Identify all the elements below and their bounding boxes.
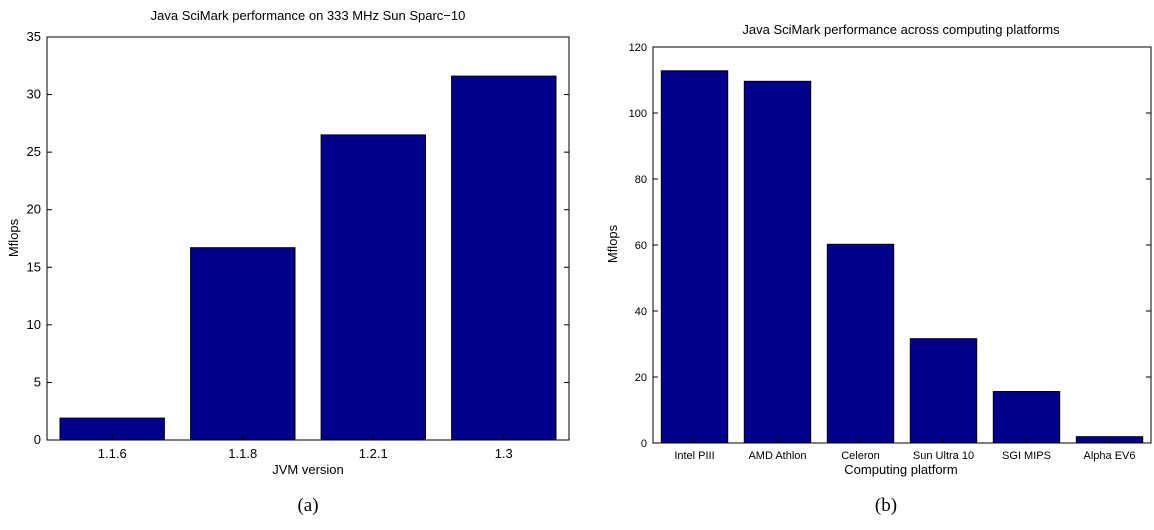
x-axis-label-a: JVM version (272, 462, 344, 477)
x-axis-label-b: Computing platform (844, 462, 957, 477)
y-axis-label-b: Mflops (605, 224, 620, 263)
chart-panel-b: Java SciMark performance across computin… (605, 22, 1152, 516)
x-tick-label-b-2: Celeron (841, 450, 880, 462)
panel-caption-b: (b) (875, 495, 897, 516)
y-ticks-a: 0 5 10 15 20 25 30 35 (27, 29, 569, 447)
y-tick-label-a-5: 25 (27, 144, 41, 159)
y-tick-label-b-6: 120 (629, 42, 647, 54)
bar-a-3 (451, 75, 557, 441)
y-tick-label-a-2: 10 (27, 317, 41, 332)
bar-b-3 (909, 338, 978, 444)
x-tick-label-b-5: Alpha EV6 (1084, 450, 1136, 462)
x-tick-label-a-0: 1.1.6 (98, 446, 127, 461)
bar-b-0 (660, 70, 729, 444)
chart-title-a: Java SciMark performance on 333 MHz Sun … (151, 8, 466, 23)
x-tick-label-a-2: 1.2.1 (359, 446, 388, 461)
y-tick-label-b-3: 60 (635, 240, 647, 252)
bar-a-1 (190, 247, 296, 441)
y-tick-label-a-4: 20 (27, 202, 41, 217)
y-tick-label-b-1: 20 (635, 372, 647, 384)
y-tick-label-b-0: 0 (641, 438, 647, 450)
bar-group-b (660, 70, 1144, 444)
bar-b-4 (992, 391, 1061, 444)
x-tick-label-b-0: Intel PIII (674, 450, 714, 462)
y-tick-label-a-1: 5 (34, 374, 41, 389)
x-tick-label-b-4: SGI MIPS (1002, 450, 1051, 462)
plot-area-b (652, 46, 1152, 444)
x-tick-label-b-3: Sun Ultra 10 (913, 450, 974, 462)
x-tick-label-b-1: AMD Athlon (748, 450, 806, 462)
bar-group-a (59, 75, 557, 441)
y-tick-label-b-2: 40 (635, 306, 647, 318)
x-tick-label-a-3: 1.3 (495, 446, 513, 461)
y-tick-label-a-7: 35 (27, 29, 41, 44)
x-ticks-b: Intel PIII AMD Athlon Celeron Sun Ultra 10 S… (674, 438, 1135, 462)
y-tick-label-a-6: 30 (27, 87, 41, 102)
y-axis-label-a: Mflops (6, 218, 21, 257)
bar-b-2 (826, 243, 895, 444)
bar-a-2 (320, 134, 427, 441)
y-tick-label-b-5: 100 (629, 108, 647, 120)
x-ticks-a: 1.1.6 1.1.8 1.2.1 1.3 (98, 435, 513, 461)
y-tick-label-a-3: 15 (27, 259, 41, 274)
chart-title-b: Java SciMark performance across computin… (742, 22, 1060, 37)
x-tick-label-a-1: 1.1.8 (228, 446, 257, 461)
y-tick-label-b-4: 80 (635, 174, 647, 186)
y-tick-label-a-0: 0 (34, 432, 41, 447)
chart-panel-a: Java SciMark performance on 333 MHz Sun … (6, 8, 570, 516)
bar-b-1 (743, 80, 812, 444)
y-ticks-b: 0 20 40 60 80 100 120 (629, 42, 1151, 450)
panel-caption-a: (a) (297, 495, 318, 516)
